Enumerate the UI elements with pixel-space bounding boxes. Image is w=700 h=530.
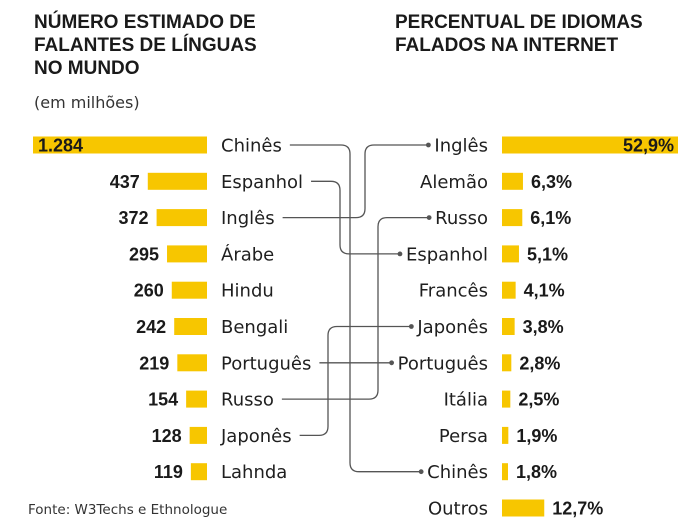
internet-value-russo: 6,1% — [530, 208, 571, 228]
internet-label-chines: Chinês — [427, 462, 488, 483]
speakers-bar-hindu — [171, 281, 207, 299]
internet-value-japones: 3,8% — [523, 317, 564, 337]
speakers-value-portugues: 219 — [139, 353, 169, 373]
internet-label-ingles: Inglês — [434, 136, 488, 157]
speakers-label-bengali: Bengali — [221, 317, 288, 338]
connector-japones — [299, 325, 412, 437]
connector-ingles — [282, 144, 429, 219]
internet-bar-chines — [502, 463, 508, 481]
internet-value-ingles: 52,9% — [623, 136, 674, 156]
right-title-line-2: FALADOS NA INTERNET — [395, 35, 618, 56]
speakers-label-chines: Chinês — [221, 136, 282, 157]
internet-bar-russo — [502, 209, 523, 227]
left-title-line-1: NÚMERO ESTIMADO DE — [34, 11, 256, 33]
speakers-label-arabe: Árabe — [221, 243, 274, 265]
speakers-value-chines: 1.284 — [38, 136, 83, 156]
internet-value-espanhol: 5,1% — [527, 244, 568, 264]
speakers-bar-espanhol — [147, 172, 207, 190]
speakers-value-russo: 154 — [148, 390, 178, 410]
speakers-label-espanhol: Espanhol — [221, 172, 303, 193]
internet-bar-ingles — [502, 136, 678, 154]
internet-bar-espanhol — [502, 245, 519, 263]
left-title-line-2: FALANTES DE LÍNGUAS — [34, 34, 257, 56]
internet-label-outros: Outros — [428, 499, 488, 520]
source-note: Fonte: W3Techs e Ethnologue — [28, 502, 227, 518]
internet-value-portugues: 2,8% — [519, 353, 560, 373]
speakers-value-bengali: 242 — [136, 317, 166, 337]
connector-dot-russo — [426, 215, 432, 221]
speakers-value-ingles: 372 — [119, 208, 149, 228]
internet-bar-italia — [502, 390, 511, 408]
speakers-chart: 1.284 Chinês 437 Espanhol 372 Inglês 295 Árabe 2… — [33, 136, 311, 483]
speakers-bar-portugues — [177, 354, 207, 372]
right-title-line-1: PERCENTUAL DE IDIOMAS — [395, 12, 643, 33]
connector-dot-espanhol — [397, 251, 403, 257]
speakers-bar-bengali — [174, 318, 207, 335]
connector-chines — [289, 144, 422, 473]
left-subtitle: (em milhões) — [34, 93, 140, 112]
speakers-bar-lahnda — [190, 463, 207, 481]
internet-label-portugues: Português — [398, 353, 488, 374]
speakers-bar-chines — [33, 136, 207, 154]
internet-label-russo: Russo — [435, 208, 488, 229]
internet-bar-alemao — [502, 172, 523, 190]
connector-russo — [281, 216, 430, 400]
internet-bar-frances — [502, 281, 516, 299]
speakers-bar-ingles — [156, 209, 207, 227]
speakers-label-japones: Japonês — [220, 426, 292, 447]
internet-label-italia: Itália — [444, 390, 488, 411]
speakers-value-lahnda: 119 — [154, 462, 183, 482]
internet-label-alemao: Alemão — [420, 172, 488, 193]
internet-label-japones: Japonês — [416, 317, 488, 338]
connector-dot-ingles — [425, 142, 431, 148]
connector-lines — [281, 142, 432, 475]
speakers-value-espanhol: 437 — [110, 172, 140, 192]
connector-dot-portugues — [389, 360, 395, 366]
speakers-value-hindu: 260 — [134, 281, 164, 301]
speakers-value-arabe: 295 — [129, 244, 159, 264]
speakers-value-japones: 128 — [152, 426, 182, 446]
internet-value-chines: 1,8% — [516, 462, 557, 482]
speakers-label-portugues: Português — [221, 353, 311, 374]
internet-value-frances: 4,1% — [524, 281, 565, 301]
internet-label-espanhol: Espanhol — [406, 244, 488, 265]
internet-bar-japones — [502, 318, 515, 335]
internet-label-frances: Francês — [419, 281, 488, 302]
speakers-label-lahnda: Lahnda — [221, 462, 287, 483]
internet-bar-persa — [502, 426, 509, 444]
left-title-line-3: NO MUNDO — [34, 58, 140, 79]
speakers-bar-japones — [189, 426, 207, 444]
speakers-label-hindu: Hindu — [221, 281, 274, 302]
connector-dot-chines — [418, 469, 424, 475]
speakers-bar-arabe — [167, 245, 207, 263]
speakers-bar-russo — [186, 390, 207, 408]
internet-bar-outros — [502, 499, 545, 517]
internet-chart: 52,9% Inglês 6,3% Alemão 6,1% Russo 5,1% Espanh… — [398, 136, 678, 520]
speakers-label-ingles: Inglês — [221, 208, 275, 229]
internet-value-alemao: 6,3% — [531, 172, 572, 192]
internet-value-persa: 1,9% — [516, 426, 557, 446]
internet-bar-portugues — [502, 354, 512, 372]
internet-value-italia: 2,5% — [518, 390, 559, 410]
internet-value-outros: 12,7% — [552, 499, 603, 519]
internet-label-persa: Persa — [439, 426, 488, 447]
connector-dot-japones — [408, 324, 414, 329]
speakers-label-russo: Russo — [221, 390, 274, 411]
